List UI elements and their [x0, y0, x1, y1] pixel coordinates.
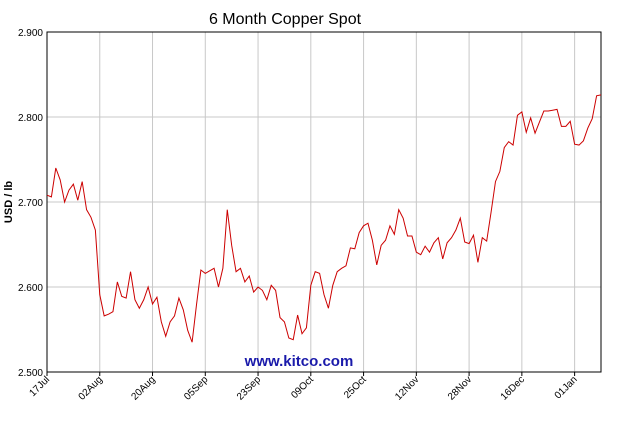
x-tick-label: 25Oct — [342, 374, 369, 401]
y-tick-label: 2.600 — [18, 283, 43, 294]
price-line — [46, 94, 602, 343]
x-tick-label: 20Aug — [129, 374, 157, 402]
x-tick-label: 16Dec — [499, 374, 527, 402]
x-tick-label: 23Sep — [235, 374, 264, 403]
plot-border — [46, 31, 602, 373]
y-tick-label: 2.700 — [18, 198, 43, 209]
watermark: www.kitco.com — [244, 353, 354, 370]
x-tick-label: 28Nov — [446, 374, 474, 402]
chart-title: 6 Month Copper Spot — [209, 11, 362, 28]
y-tick-label: 2.800 — [18, 113, 43, 124]
y-axis-label: USD / lb — [3, 181, 15, 223]
x-tick-label: 09Oct — [289, 374, 316, 401]
x-tick-label: 01Jan — [553, 374, 580, 401]
x-tick-label: 02Aug — [77, 374, 105, 402]
x-tick-label: 12Nov — [393, 374, 421, 402]
y-tick-label: 2.500 — [18, 368, 43, 379]
x-tick-label: 05Sep — [182, 374, 211, 403]
y-tick-label: 2.900 — [18, 28, 43, 39]
